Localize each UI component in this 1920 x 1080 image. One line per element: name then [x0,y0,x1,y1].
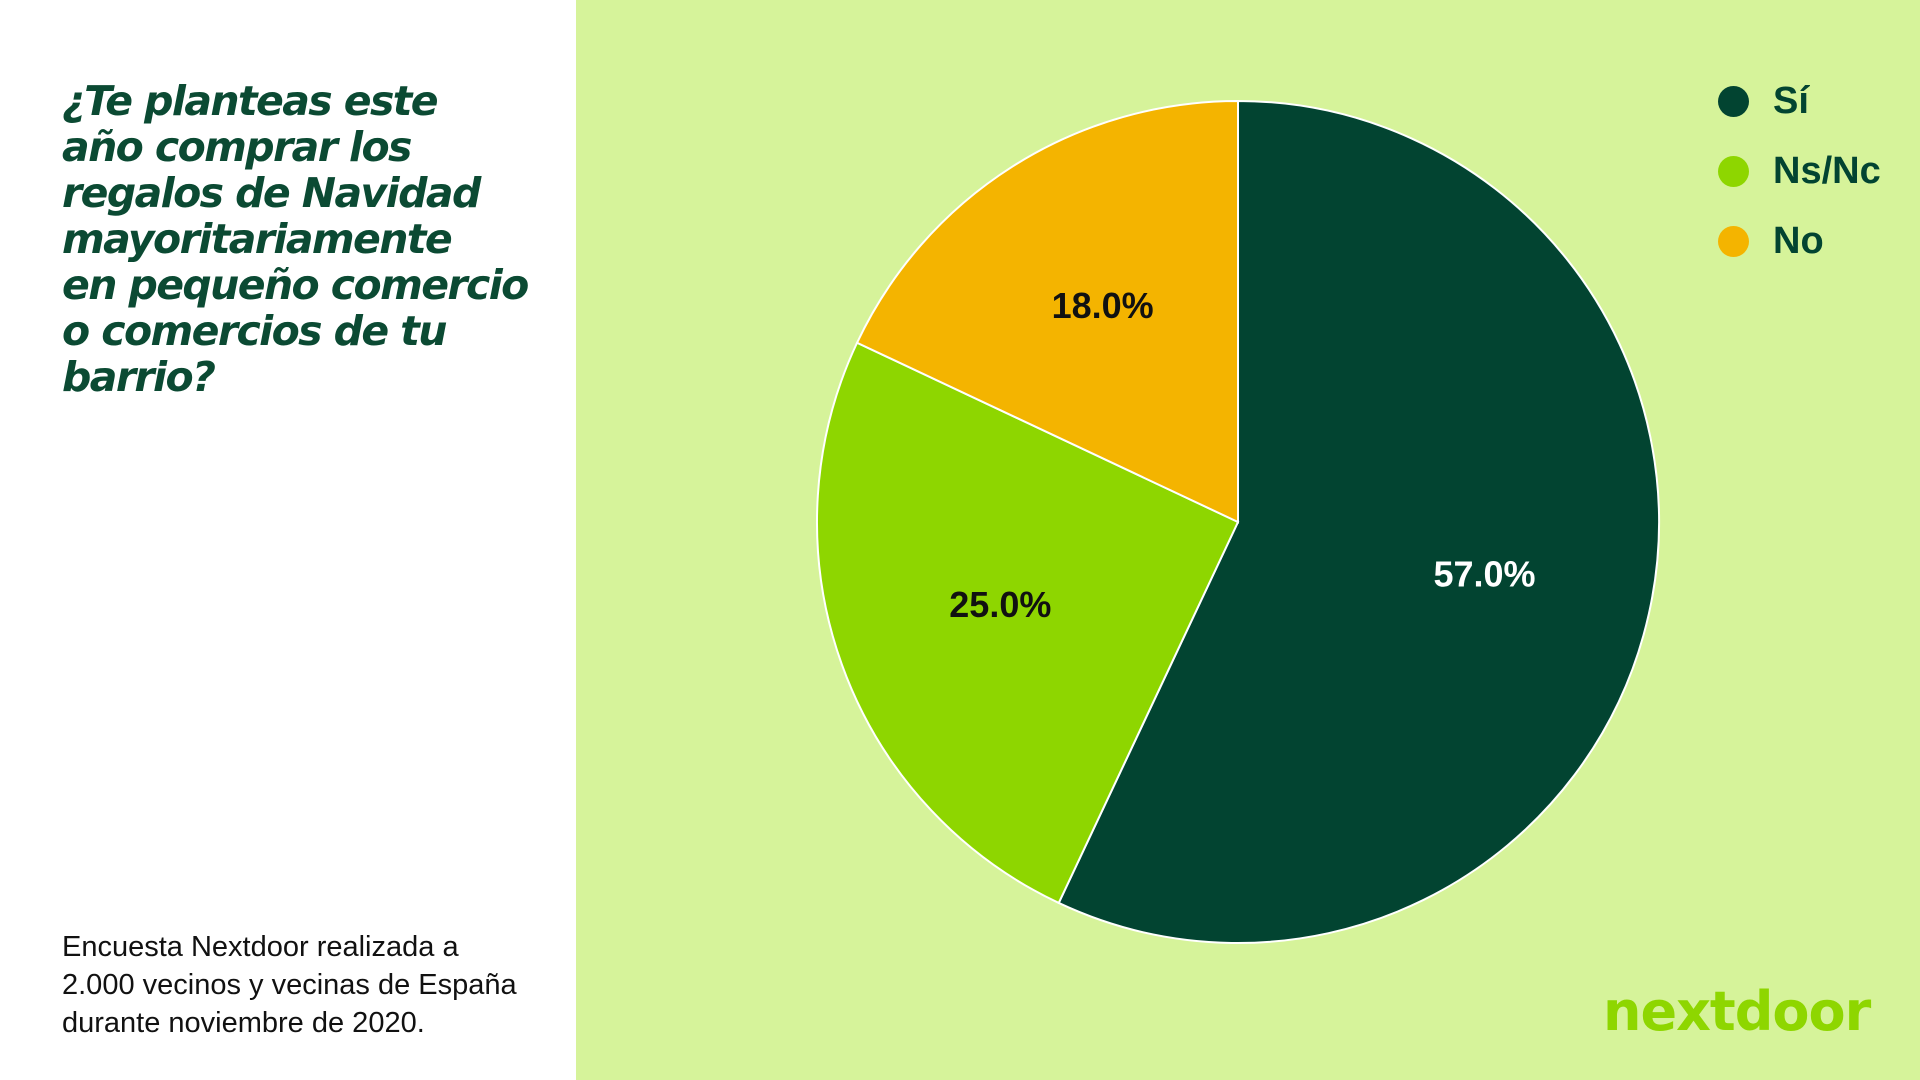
legend-item-1: Ns/Nc [1718,136,1881,206]
left-panel: ¿Te planteas este año comprar los regalo… [0,0,576,1080]
legend-item-2: No [1718,206,1881,276]
survey-footnote: Encuesta Nextdoor realizada a 2.000 veci… [62,931,517,1039]
nextdoor-logo: nextdoor [1603,980,1871,1043]
legend-label: No [1773,219,1824,262]
pie-data-label-1: 25.0% [949,584,1051,625]
pie-data-label-0: 57.0% [1433,554,1535,595]
legend-label: Sí [1773,79,1809,122]
pie-slice-0 [1057,99,1660,944]
question-title: ¿Te planteas este año comprar los regalo… [62,77,529,401]
chart-panel: 57.0% 25.0% 18.0% Sí Ns/Nc No nextdoor [576,0,1920,1080]
chart-legend: Sí Ns/Nc No [1718,66,1881,276]
legend-swatch [1718,85,1749,117]
legend-label: Ns/Nc [1773,149,1881,192]
pie-data-label-2: 18.0% [1052,285,1154,326]
legend-item-0: Sí [1718,66,1881,136]
pie-slice-2 [855,99,1239,524]
legend-swatch [1718,155,1749,187]
pie-slice-1 [816,341,1240,905]
pie-chart: 57.0% 25.0% 18.0% [816,99,1660,944]
legend-swatch [1718,225,1749,257]
